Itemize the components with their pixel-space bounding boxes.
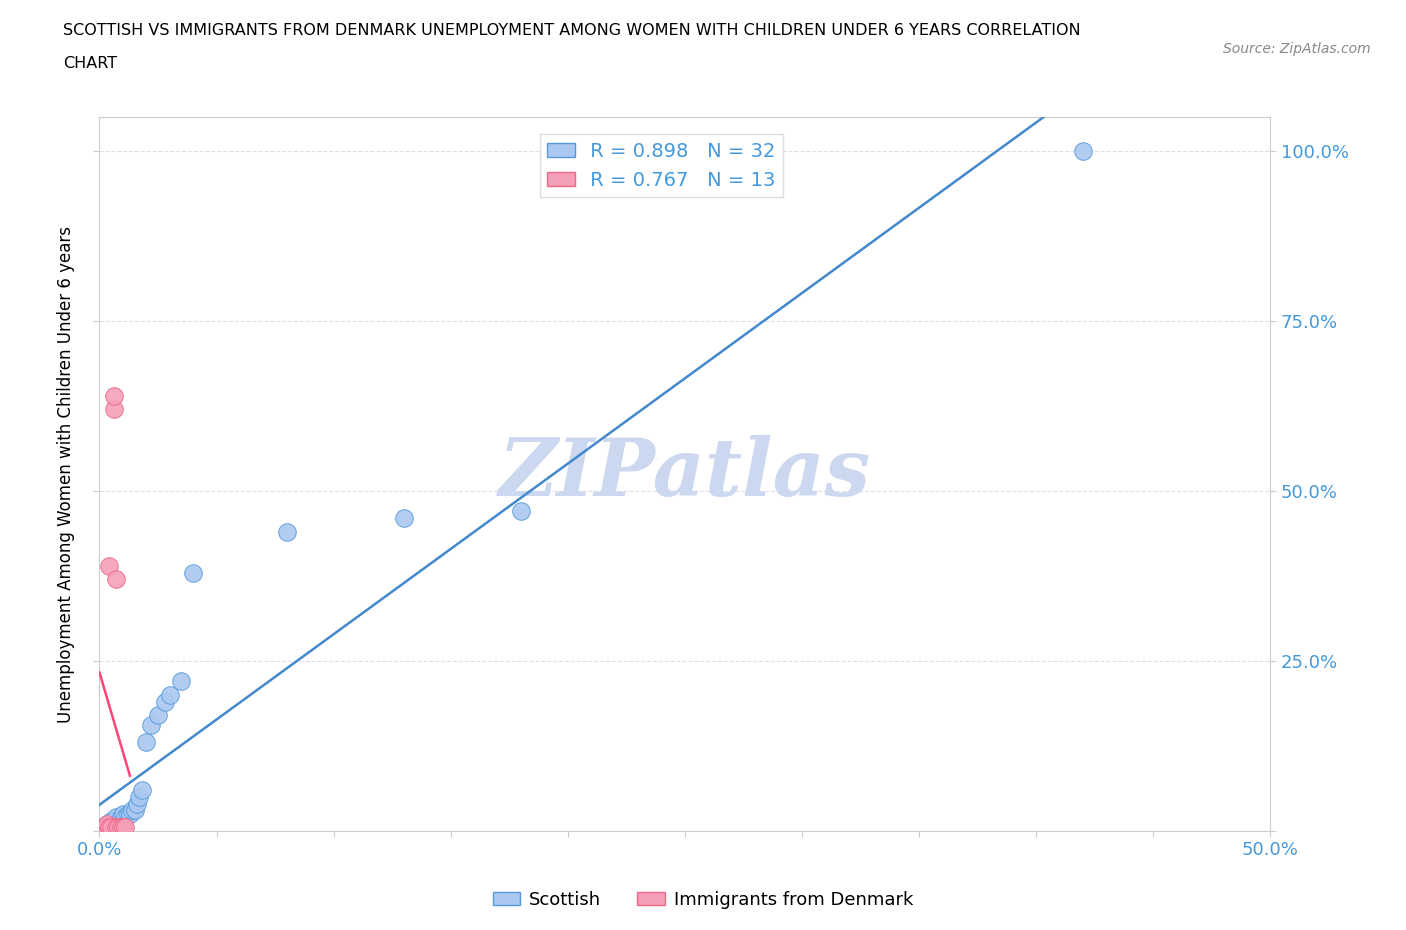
Point [159, 687, 181, 702]
Point [96, 820, 118, 835]
Point [100, 820, 122, 835]
Text: ZIPatlas: ZIPatlas [499, 435, 870, 512]
Text: SCOTTISH VS IMMIGRANTS FROM DENMARK UNEMPLOYMENT AMONG WOMEN WITH CHILDREN UNDER: SCOTTISH VS IMMIGRANTS FROM DENMARK UNEM… [63, 23, 1081, 38]
Point [93, 820, 115, 835]
Text: CHART: CHART [63, 56, 117, 71]
Y-axis label: Unemployment Among Women with Children Under 6 years: Unemployment Among Women with Children U… [58, 226, 75, 723]
Point [103, 813, 125, 828]
Point [100, 820, 122, 835]
Point [104, 810, 127, 825]
Point [97, 820, 120, 835]
Point [103, 820, 125, 835]
Point [97, 558, 120, 573]
Point [110, 820, 132, 835]
Point [121, 803, 143, 817]
Point [103, 389, 125, 404]
Point [146, 708, 169, 723]
Point [510, 504, 533, 519]
Point [104, 820, 127, 835]
Point [96, 817, 118, 831]
Point [97, 820, 120, 835]
Point [135, 735, 157, 750]
Point [107, 817, 129, 831]
Point [181, 565, 204, 580]
Point [153, 694, 176, 709]
Point [117, 806, 139, 821]
Point [1071, 144, 1094, 159]
Point [111, 820, 134, 835]
Point [118, 806, 141, 821]
Point [139, 718, 162, 733]
Point [392, 511, 415, 525]
Point [104, 820, 127, 835]
Point [104, 572, 127, 587]
Point [128, 790, 150, 804]
Point [125, 796, 148, 811]
Text: Source: ZipAtlas.com: Source: ZipAtlas.com [1223, 42, 1371, 56]
Point [111, 806, 134, 821]
Point [103, 402, 125, 417]
Point [131, 782, 153, 797]
Point [96, 817, 118, 831]
Point [110, 810, 132, 825]
Point [124, 803, 146, 817]
Point [170, 674, 193, 689]
Point [114, 820, 136, 835]
Point [93, 820, 115, 835]
Legend: Scottish, Immigrants from Denmark: Scottish, Immigrants from Denmark [486, 884, 920, 916]
Point [107, 820, 129, 835]
Point [100, 813, 122, 828]
Legend:  R = 0.898   N = 32,  R = 0.767   N = 13: R = 0.898 N = 32, R = 0.767 N = 13 [540, 134, 783, 197]
Point [114, 810, 136, 825]
Point [276, 525, 298, 539]
